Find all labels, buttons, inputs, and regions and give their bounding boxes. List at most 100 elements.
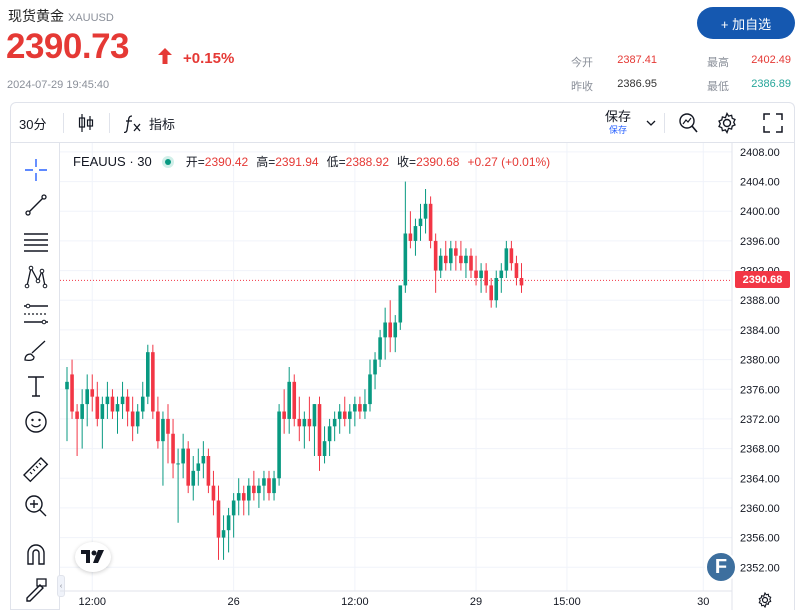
candle-body [509,248,514,264]
candle-body [484,270,488,286]
candle-body [206,456,211,486]
candle-body [302,418,307,427]
save-label: 保存 [604,109,631,124]
interval-button[interactable]: 30分 [19,116,47,132]
y-tick-label: 2400.00 [740,206,780,218]
high-label: 最高 [707,57,729,69]
y-tick-label: 2356.00 [740,533,780,545]
candle-body [156,411,160,442]
candle-body [519,277,524,286]
ruler-tool[interactable] [23,457,49,483]
pattern-tool[interactable] [23,264,49,290]
candle-body [191,470,196,486]
candle-body [438,255,443,271]
save-sublabel: 保存 [608,125,627,135]
candle-body [342,411,347,419]
candle-type-button[interactable] [77,103,95,143]
x-tick-label: 12:00 [341,596,369,608]
candle-body [110,396,115,412]
candle-body [393,322,398,338]
brush-tool[interactable] [23,337,49,363]
text-icon [28,376,44,397]
price-up-icon [158,48,172,64]
candle-body [322,441,327,457]
collapse-panel-button[interactable]: ‹ [57,575,65,597]
candle-body [135,411,140,427]
quick-search-button[interactable] [678,103,698,143]
crosshair-tool[interactable] [23,157,49,183]
settings-button[interactable] [716,103,738,143]
indicators-button[interactable]: 指标 [123,103,175,143]
drawing-tools-panel [10,142,60,610]
high-value: 2402.49 [751,54,791,66]
horizontal-lines-tool[interactable] [23,229,49,255]
candle-body [358,404,362,412]
lock-drawings-tool[interactable] [23,577,49,603]
pattern-icon [24,265,48,289]
y-tick-label: 2408.00 [740,147,780,159]
candle-body [337,411,342,419]
save-button[interactable]: 保存 保存 [595,109,641,136]
gear-icon [718,112,736,134]
measure-lines-tool[interactable] [23,301,49,327]
candle-body [267,478,271,494]
candle-body [115,404,120,412]
candle-body [151,352,155,412]
axis-settings-icon[interactable] [757,592,773,608]
price-change-percent: +0.15% [183,50,235,67]
candle-body [211,485,216,501]
text-tool[interactable] [23,373,49,399]
candle-body [146,352,150,397]
tradingview-logo[interactable] [75,542,111,572]
low-label: 最低 [707,81,729,93]
candle-body [423,203,428,219]
prev-close-value: 2386.95 [617,78,657,90]
candle-body [489,285,493,301]
candle-body [236,493,241,501]
current-price: 2390.73 [6,27,130,66]
legend-high: 2391.94 [275,154,319,169]
candle-body [348,411,352,419]
magnet-icon [27,544,45,565]
candle-body [201,456,206,464]
fullscreen-button[interactable] [763,103,783,143]
brand-f-badge[interactable]: F [705,551,737,583]
y-tick-label: 2372.00 [740,414,780,426]
y-tick-label: 2360.00 [740,503,780,515]
candle-body [125,396,130,412]
legend-change: +0.27 (+0.01%) [467,154,551,169]
candle-body [277,411,281,479]
candle-body [504,248,509,271]
add-to-watchlist-button[interactable]: + 加自选 [697,7,795,39]
chart-area[interactable]: 2408.002404.002400.002396.002392.002388.… [60,142,795,610]
candle-body [353,404,357,412]
save-menu-button[interactable] [646,103,656,143]
candle-body [70,374,74,412]
candle-body [171,433,175,464]
y-tick-label: 2368.00 [740,444,780,456]
candle-body [166,418,170,434]
open-label: 今开 [571,57,593,69]
magnet-tool[interactable] [23,541,49,567]
zoom-in-tool[interactable] [23,493,49,519]
x-tick-label: 12:00 [78,596,106,608]
instrument-name: 现货黄金 [8,8,64,24]
y-tick-label: 2384.00 [740,325,780,337]
emoji-icon [25,411,47,433]
trend-line-tool[interactable] [23,192,49,218]
candle-body [216,500,221,538]
candle-body [454,248,458,256]
candle-body [499,270,504,278]
candle-body [312,404,317,427]
legend-symbol: FEAUUS · 30 [73,154,152,169]
emoji-tool[interactable] [23,409,49,435]
trend-line-icon [25,194,47,216]
candle-body [408,233,413,241]
legend-open-label: 开 [185,155,198,169]
legend-high-label: 高 [256,155,269,169]
zoom-in-icon [25,495,47,517]
candle-body [388,322,392,338]
candlestick-chart[interactable]: 2408.002404.002400.002396.002392.002388.… [60,143,795,610]
candle-body [80,404,84,419]
lock-pencil-icon [26,578,47,602]
